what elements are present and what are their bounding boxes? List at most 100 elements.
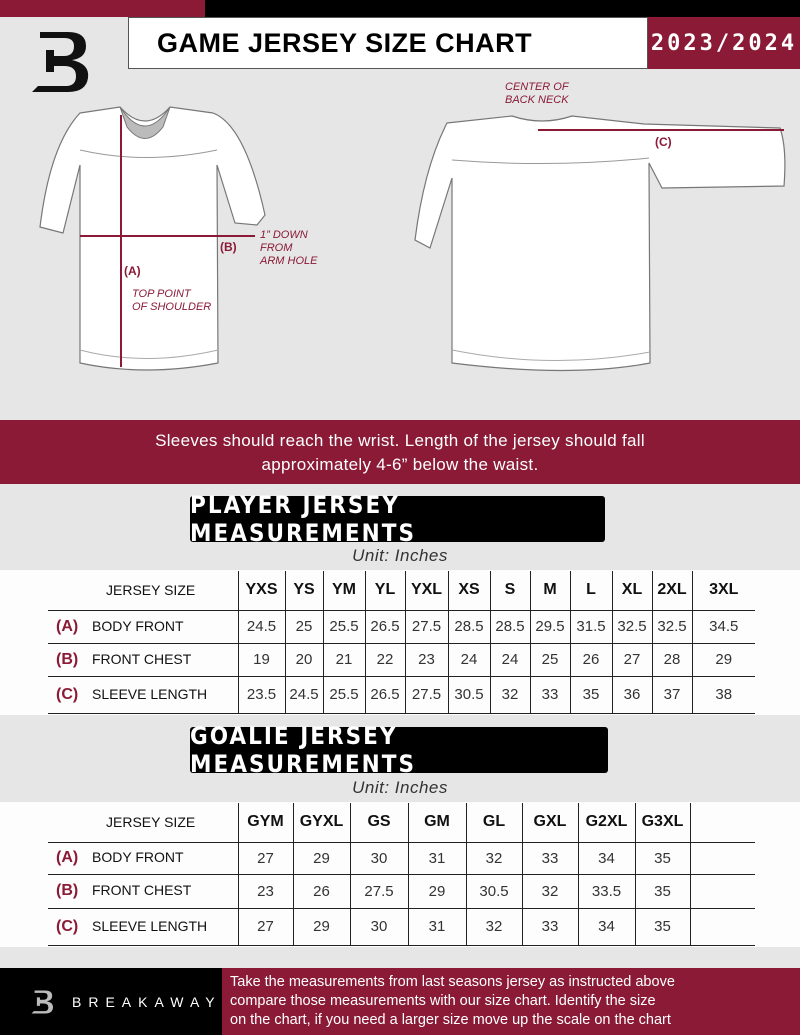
top-black-bar [205,0,800,17]
note-shoulder: TOP POINT OF SHOULDER [132,288,212,313]
measurement-cell: 27 [612,643,653,677]
measurement-cell: 31 [408,842,467,875]
measurement-cell: 38 [692,676,755,714]
measurement-cell: 30.5 [466,874,523,909]
measurement-cell: 26.5 [365,676,406,714]
measurement-cell: 25 [530,643,571,677]
measurement-cell: 30 [350,842,409,875]
measurement-cell: 32 [466,908,523,946]
measurement-cell: 29 [692,643,755,677]
size-header: M [530,571,571,611]
row-name: BODY FRONT [92,617,184,634]
jersey-size-label: JERSEY SIZE [106,581,196,598]
jersey-front-diagram [39,106,266,371]
brand-name: BREAKAWAY [72,993,222,1010]
row-name: SLEEVE LENGTH [92,917,208,934]
measurement-cell: 34.5 [692,610,755,644]
table-row: (A) BODY FRONT 27 29 30 31 32 33 34 35 [48,842,755,875]
player-size-table: JERSEY SIZE YXS YS YM YL YXL XS S M L XL 2XL 3XL (A) B… [48,571,755,714]
measurement-cell: 25.5 [323,676,366,714]
player-section-title: PLAYER JERSEY MEASUREMENTS [190,491,605,547]
measurement-cell: 30.5 [448,676,491,714]
measurement-cell: 32 [522,874,579,909]
goalie-size-table: JERSEY SIZE GYM GYXL GS GM GL GXL G2XL G3XL (A) BO… [48,803,755,946]
row-letter: (C) [56,917,79,935]
size-header: GYXL [293,803,351,843]
row-letter: (B) [56,650,79,668]
size-header: GXL [522,803,579,843]
breakaway-logo-icon [32,32,89,92]
size-header: GYM [238,803,294,843]
measurement-cell: 31 [408,908,467,946]
size-header: YXS [238,571,286,611]
measurement-cell: 32 [466,842,523,875]
measurement-cell: 20 [285,643,324,677]
size-header: YS [285,571,324,611]
page-title: GAME JERSEY SIZE CHART [128,17,648,69]
measurement-cell: 33 [530,676,571,714]
size-header: G3XL [635,803,691,843]
measurement-cell: 19 [238,643,286,677]
note-armhole: 1” DOWN FROM ARM HOLE [260,229,318,267]
measurement-cell: 27 [238,842,294,875]
measurement-cell: 23 [405,643,449,677]
measurement-cell: 29.5 [530,610,571,644]
measurement-cell: 32.5 [612,610,653,644]
size-header: 2XL [652,571,693,611]
measurement-cell: 34 [578,842,636,875]
measurement-cell: 29 [293,908,351,946]
label-b: (B) [220,240,237,254]
jersey-size-label: JERSEY SIZE [106,813,196,830]
header-row: JERSEY SIZE GYM GYXL GS GM GL GXL G2XL G3XL [48,803,755,843]
row-name: SLEEVE LENGTH [92,685,208,702]
size-header: YM [323,571,366,611]
size-header: GL [466,803,523,843]
measurement-cell: 27.5 [405,676,449,714]
measurement-cell: 28.5 [490,610,531,644]
goalie-section-title: GOALIE JERSEY MEASUREMENTS [190,722,608,778]
size-header: YL [365,571,406,611]
measurement-cell: 29 [408,874,467,909]
measurement-cell: 30 [350,908,409,946]
size-header: L [570,571,613,611]
goalie-unit: Unit: Inches [352,778,448,797]
measurement-cell: 27.5 [405,610,449,644]
measurement-cell: 24.5 [238,610,286,644]
measurement-cell: 21 [323,643,366,677]
measurement-cell: 33 [522,842,579,875]
measurement-cell: 35 [635,908,691,946]
breakaway-logo-icon [31,990,54,1013]
measurement-cell: 26.5 [365,610,406,644]
measurement-cell: 37 [652,676,693,714]
measurement-cell: 33.5 [578,874,636,909]
measurement-cell: 24 [490,643,531,677]
row-name: FRONT CHEST [92,650,192,667]
header-row: JERSEY SIZE YXS YS YM YL YXL XS S M L XL 2XL 3XL [48,571,755,611]
measurement-cell: 35 [635,874,691,909]
size-header: GS [350,803,409,843]
label-c: (C) [655,135,672,149]
row-letter: (A) [56,617,79,635]
table-row: (A) BODY FRONT 24.5 25 25.5 26.5 27.5 28.5 28.5 2… [48,610,755,644]
banner-line: Sleeves should reach the wrist. Length o… [155,431,645,450]
size-header: 3XL [692,571,755,611]
measurement-cell: 23 [238,874,294,909]
row-letter: (A) [56,849,79,866]
instruction-banner: Sleeves should reach the wrist. Length o… [0,420,800,484]
size-header [690,803,755,843]
size-header: G2XL [578,803,636,843]
jersey-back-diagram [414,115,786,372]
size-header: S [490,571,531,611]
size-header: XS [448,571,491,611]
player-unit: Unit: Inches [352,546,448,565]
footer-instructions: Take the measurements from last seasons … [222,968,800,1035]
table-row: (C) SLEEVE LENGTH 23.5 24.5 25.5 26.5 27.5 30.5… [48,676,755,714]
measurement-cell: 36 [612,676,653,714]
table-row: (B) FRONT CHEST 19 20 21 22 23 24 24 25 26 27 28 29 [48,643,755,677]
measurement-cell: 32 [490,676,531,714]
measurement-cell: 27 [238,908,294,946]
measurement-cell [690,842,755,875]
measurement-cell: 29 [293,842,351,875]
measurement-cell: 22 [365,643,406,677]
measurement-cell: 28 [652,643,693,677]
